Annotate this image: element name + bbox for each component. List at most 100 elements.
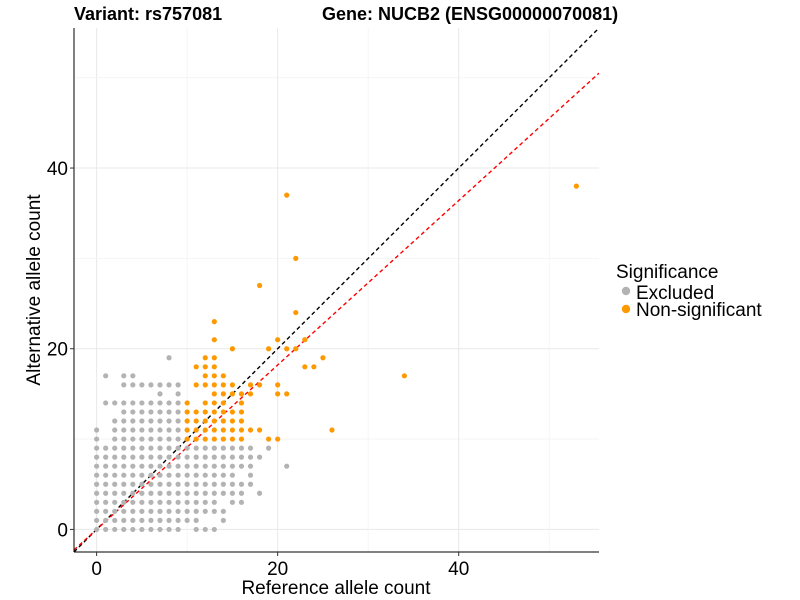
data-point (112, 418, 118, 424)
data-point (121, 436, 127, 442)
data-point (220, 418, 226, 424)
data-point (112, 508, 118, 514)
data-point (247, 445, 254, 451)
data-point (94, 463, 100, 469)
data-point (112, 472, 118, 478)
data-point (130, 373, 136, 379)
data-point (157, 454, 163, 460)
legend-label-excluded: Excluded (636, 283, 714, 304)
data-point (284, 463, 290, 469)
data-point (148, 490, 154, 496)
data-point (211, 445, 217, 451)
data-point (284, 192, 290, 198)
data-point (166, 499, 172, 505)
data-point (202, 481, 208, 487)
data-point (184, 418, 190, 424)
data-point (184, 508, 190, 514)
data-point (139, 382, 145, 388)
data-point (247, 382, 254, 388)
data-point (229, 382, 236, 388)
data-point (202, 526, 208, 533)
data-point (148, 508, 154, 514)
data-point (229, 454, 236, 460)
data-point (229, 472, 236, 478)
data-point (247, 454, 254, 460)
data-point (148, 400, 154, 406)
data-point (193, 364, 199, 370)
data-point (211, 319, 217, 325)
data-point (175, 391, 181, 397)
data-point (184, 490, 190, 496)
data-point (220, 481, 226, 487)
data-point (130, 427, 136, 433)
data-point (193, 418, 199, 424)
y-tick-label: 40 (47, 159, 68, 180)
data-point (184, 517, 190, 523)
data-point (175, 490, 181, 496)
data-point (193, 436, 199, 442)
data-points (94, 183, 579, 533)
data-point (211, 436, 217, 442)
data-point (103, 499, 109, 505)
y-axis-label: Alternative allele count (24, 194, 45, 386)
series-non-significant (184, 183, 579, 442)
data-point (121, 427, 127, 433)
data-point (211, 526, 217, 533)
data-point (401, 373, 407, 379)
data-point (139, 481, 145, 487)
data-point (211, 382, 217, 388)
data-point (193, 526, 199, 533)
x-tick-label: 20 (267, 559, 288, 580)
y-tick-label: 0 (57, 520, 68, 541)
data-point (193, 499, 199, 505)
data-point (184, 427, 190, 433)
data-point (175, 400, 181, 406)
data-point (220, 382, 226, 388)
data-point (220, 517, 226, 523)
data-point (112, 517, 118, 523)
data-point (175, 481, 181, 487)
data-point (94, 490, 100, 496)
data-point (211, 400, 217, 406)
data-point (166, 490, 172, 496)
data-point (220, 463, 226, 469)
data-point (166, 400, 172, 406)
data-point (148, 418, 154, 424)
legend-label-non-significant: Non-significant (636, 300, 762, 321)
data-point (211, 418, 217, 424)
data-point (130, 481, 136, 487)
data-point (256, 490, 263, 496)
data-point (184, 499, 190, 505)
data-point (112, 400, 118, 406)
data-point (121, 481, 127, 487)
data-point (229, 436, 236, 442)
data-point (103, 445, 109, 451)
data-point (130, 499, 136, 505)
data-point (112, 526, 118, 533)
data-point (238, 391, 245, 397)
data-point (94, 436, 100, 442)
data-point (175, 463, 181, 469)
data-point (157, 382, 163, 388)
reference-line-identity (74, 28, 599, 552)
data-point (211, 499, 217, 505)
data-point (175, 508, 181, 514)
data-point (184, 454, 190, 460)
data-point (94, 427, 100, 433)
data-point (202, 445, 208, 451)
data-point (193, 409, 199, 415)
data-point (139, 517, 145, 523)
data-point (238, 409, 245, 415)
data-point (94, 499, 100, 505)
data-point (166, 409, 172, 415)
data-point (121, 508, 127, 514)
data-point (211, 427, 217, 433)
data-point (202, 490, 208, 496)
data-point (166, 472, 172, 478)
data-point (275, 391, 281, 397)
data-point (130, 490, 136, 496)
data-point (229, 481, 236, 487)
data-point (112, 445, 118, 451)
data-point (275, 436, 281, 442)
data-point (238, 490, 245, 496)
